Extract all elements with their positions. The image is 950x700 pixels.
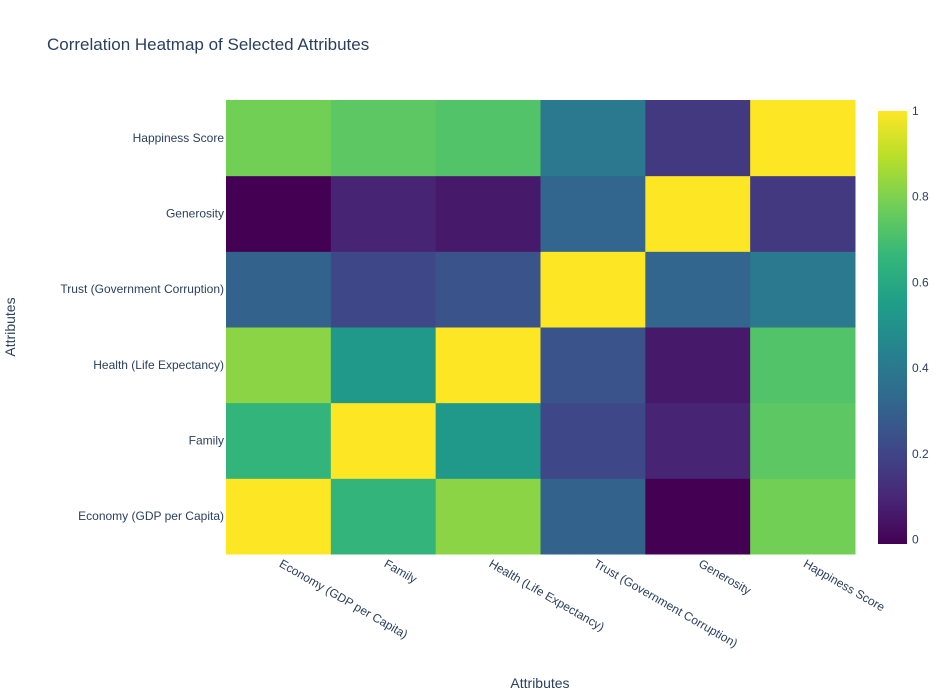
- heatmap-cell: [750, 100, 856, 177]
- colorbar-tick-label: 0: [912, 533, 919, 547]
- heatmap-cell: [435, 100, 541, 177]
- heatmap-cell: [750, 478, 856, 555]
- y-tick-label: Happiness Score: [133, 131, 225, 145]
- y-tick-label: Generosity: [166, 207, 224, 221]
- heatmap-cell: [330, 402, 437, 479]
- heatmap-cell: [330, 175, 437, 252]
- y-tick-label: Economy (GDP per Capita): [78, 509, 224, 523]
- heatmap-cell: [330, 100, 437, 177]
- heatmap-cell: [226, 402, 332, 479]
- heatmap-cell: [645, 251, 751, 328]
- heatmap-cell: [750, 175, 856, 252]
- heatmap-cell: [540, 478, 646, 555]
- heatmap-cell: [540, 100, 646, 177]
- heatmap-cell: [330, 478, 437, 555]
- heatmap-cell: [435, 478, 541, 555]
- heatmap-cell: [540, 251, 646, 328]
- colorbar-tick-label: 0.2: [912, 447, 929, 461]
- x-axis-title: Attributes: [510, 675, 569, 691]
- x-tick-label: Happiness Score: [801, 556, 887, 614]
- colorbar-tick-label: 0.6: [912, 275, 929, 289]
- heatmap-cell: [645, 327, 751, 404]
- chart-title: Correlation Heatmap of Selected Attribut…: [47, 35, 369, 54]
- heatmap-cell: [226, 175, 332, 252]
- colorbar: [878, 111, 907, 544]
- heatmap-cell: [645, 402, 751, 479]
- heatmap-cell: [435, 327, 541, 404]
- colorbar-tick-label: 0.4: [912, 361, 929, 375]
- y-tick-label: Health (Life Expectancy): [93, 358, 224, 372]
- y-tick-label: Trust (Government Corruption): [60, 282, 224, 296]
- heatmap-cell: [540, 327, 646, 404]
- heatmap-cell: [226, 251, 332, 328]
- heatmap-cell: [645, 478, 751, 555]
- heatmap-cell: [435, 175, 541, 252]
- heatmap-cell: [330, 251, 437, 328]
- x-tick-label: Generosity: [696, 556, 753, 597]
- heatmap-cell: [435, 251, 541, 328]
- heatmap-cell: [645, 100, 751, 177]
- heatmap-cell: [750, 251, 856, 328]
- heatmap-cell: [226, 327, 332, 404]
- heatmap-cell: [435, 402, 541, 479]
- heatmap-cell: [226, 478, 332, 555]
- heatmap-cell: [226, 100, 332, 177]
- y-axis-ticks: Economy (GDP per Capita) Family Health (Li…: [60, 131, 224, 523]
- heatmap-cell: [750, 402, 856, 479]
- y-axis-title: Attributes: [2, 297, 18, 356]
- heatmap-cell: [645, 175, 751, 252]
- heatmap-cells: [226, 100, 856, 555]
- heatmap-cell: [540, 175, 646, 252]
- x-axis-ticks: Economy (GDP per Capita)Family Health (Li…: [277, 556, 888, 650]
- heatmap-cell: [330, 327, 437, 404]
- x-tick-label: Health (Life Expectancy): [487, 556, 607, 633]
- heatmap-cell: [540, 402, 646, 479]
- colorbar-tick-label: 1: [912, 104, 919, 118]
- y-tick-label: Family: [189, 434, 224, 448]
- colorbar-ticks: 0 0.2 0.4 0.6 0.8 1: [912, 104, 929, 547]
- heatmap-cell: [750, 327, 856, 404]
- x-tick-label: Family: [382, 556, 420, 586]
- colorbar-tick-label: 0.8: [912, 190, 929, 204]
